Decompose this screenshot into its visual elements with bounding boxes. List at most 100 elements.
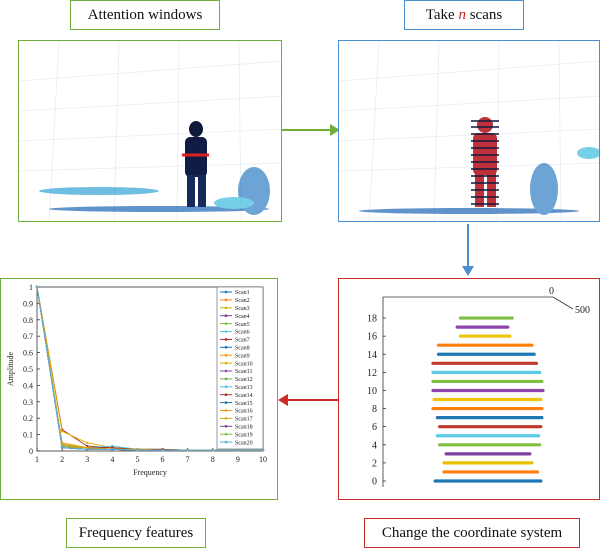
scans-panel: [338, 40, 600, 222]
coordinate-scatter: 0 500 0 2 4 6 8 10 12 14 16 18: [367, 286, 590, 488]
data-point: [236, 448, 240, 452]
person-silhouette: [182, 121, 209, 207]
data-point: [261, 448, 265, 452]
y-tick-label: 0.8: [23, 316, 33, 325]
legend-marker: [224, 306, 228, 310]
legend-marker: [224, 369, 228, 373]
legend-entry: Scan8: [235, 346, 250, 352]
legend-marker: [224, 425, 228, 428]
legend-marker: [224, 409, 228, 412]
x-tick-label: 6: [161, 455, 165, 464]
y-tick-label: 10: [367, 386, 377, 397]
legend-entry: Scan14: [235, 393, 253, 399]
series-line: [36, 286, 263, 451]
data-point: [111, 444, 114, 448]
legend-marker: [224, 314, 228, 317]
legend-marker: [224, 330, 228, 333]
x-tick-label: 3: [85, 455, 89, 464]
frequency-features-label: Frequency features: [66, 518, 206, 548]
arrow-left-red: [278, 394, 338, 406]
arrow-down-blue: [462, 224, 474, 276]
data-point: [86, 444, 89, 448]
legend-marker: [224, 377, 228, 381]
depth-axis-line: [552, 296, 574, 310]
legend-entry: Scan19: [235, 432, 253, 438]
x-tick-label: 2: [60, 455, 64, 464]
legend-marker: [224, 353, 228, 357]
data-point: [161, 448, 164, 452]
legend-entry: Scan3: [235, 306, 250, 312]
y-tick-label: 1: [29, 283, 33, 292]
data-point: [211, 448, 214, 452]
take-n-symbol: n: [458, 6, 466, 23]
legend-entry: Scan7: [235, 338, 250, 344]
axis-label-500: 500: [575, 305, 590, 316]
legend-entry: Scan11: [235, 369, 252, 375]
legend-marker: [224, 440, 228, 444]
x-tick-label: 8: [211, 455, 215, 464]
legend-entry: Scan10: [235, 361, 253, 367]
take-suffix: scans: [465, 6, 503, 23]
legend-entry: Scan15: [235, 401, 253, 407]
legend-entry: Scan18: [235, 425, 253, 431]
legend-entry: Scan13: [235, 385, 253, 391]
y-tick-label: 14: [367, 350, 377, 361]
x-tick-label: 4: [110, 455, 114, 464]
attention-windows-label: Attention windows: [70, 0, 220, 30]
y-tick-label: 0.4: [23, 381, 33, 390]
take-n-scans-label: Take n scans: [404, 0, 524, 30]
legend-entry: Scan16: [235, 409, 253, 415]
scans-pointcloud: [339, 41, 599, 221]
legend-entry: Scan5: [235, 322, 250, 328]
person-scanned: [471, 117, 499, 207]
legend-entry: Scan2: [235, 298, 250, 304]
x-tick-label: 1: [35, 455, 39, 464]
data-point: [186, 448, 189, 452]
legend-marker: [224, 298, 228, 302]
frequency-panel: 0 0.1 0.2 0.3 0.4 0.5 0.6 0.7 0.8 0.9 1 1 2 3 4 5 6 7 8 9 10…: [0, 278, 278, 500]
data-point: [136, 448, 139, 452]
legend-marker: [224, 385, 228, 389]
y-tick-label: 18: [367, 314, 377, 325]
legend-marker: [224, 417, 228, 420]
frequency-chart: 0 0.1 0.2 0.3 0.4 0.5 0.6 0.7 0.8 0.9 1 1 2 3 4 5 6 7 8 9 10…: [6, 283, 267, 477]
legend-marker: [224, 393, 228, 396]
change-coordinate-text: Change the coordinate system: [381, 524, 563, 541]
take-prefix: Take: [425, 6, 459, 23]
axis-label-0: 0: [549, 286, 554, 297]
attention-windows-text: Attention windows: [87, 6, 203, 23]
data-point: [111, 448, 114, 451]
y-tick-label: 16: [367, 332, 377, 343]
legend-marker: [224, 401, 228, 404]
legend-entry: Scan9: [235, 353, 250, 359]
data-point: [86, 441, 89, 444]
legend-marker: [224, 346, 228, 349]
y-tick-label: 0.3: [23, 398, 33, 407]
legend-entry: Scan4: [235, 314, 250, 320]
data-point: [111, 446, 114, 449]
legend-entry: Scan12: [235, 377, 253, 383]
legend-entry: Scan1: [235, 290, 250, 296]
change-coordinate-label: Change the coordinate system: [364, 518, 580, 548]
y-tick-label: 0: [29, 447, 33, 456]
legend-marker: [224, 338, 228, 341]
y-tick-label: 0.6: [23, 349, 33, 358]
y-tick-label: 0.5: [23, 365, 33, 374]
x-tick-label: 5: [135, 455, 139, 464]
x-tick-label: 7: [186, 455, 190, 464]
y-axis-label: Amplitude: [6, 351, 15, 386]
y-tick-label: 6: [372, 422, 377, 433]
y-tick-label: 12: [367, 368, 377, 379]
y-tick-label: 0: [372, 477, 377, 488]
attention-window-panel: [18, 40, 282, 222]
y-tick-label: 0.7: [23, 332, 33, 341]
data-point: [86, 446, 89, 449]
legend-marker: [224, 322, 228, 325]
y-tick-label: 0.1: [23, 431, 33, 440]
y-tick-label: 2: [372, 458, 377, 469]
arrow-right-green: [282, 124, 340, 136]
data-point: [86, 448, 89, 451]
y-tick-label: 0.2: [23, 414, 33, 423]
coordinate-panel: 0 500 0 2 4 6 8 10 12 14 16 18: [338, 278, 600, 500]
legend-entry: Scan20: [235, 440, 253, 446]
